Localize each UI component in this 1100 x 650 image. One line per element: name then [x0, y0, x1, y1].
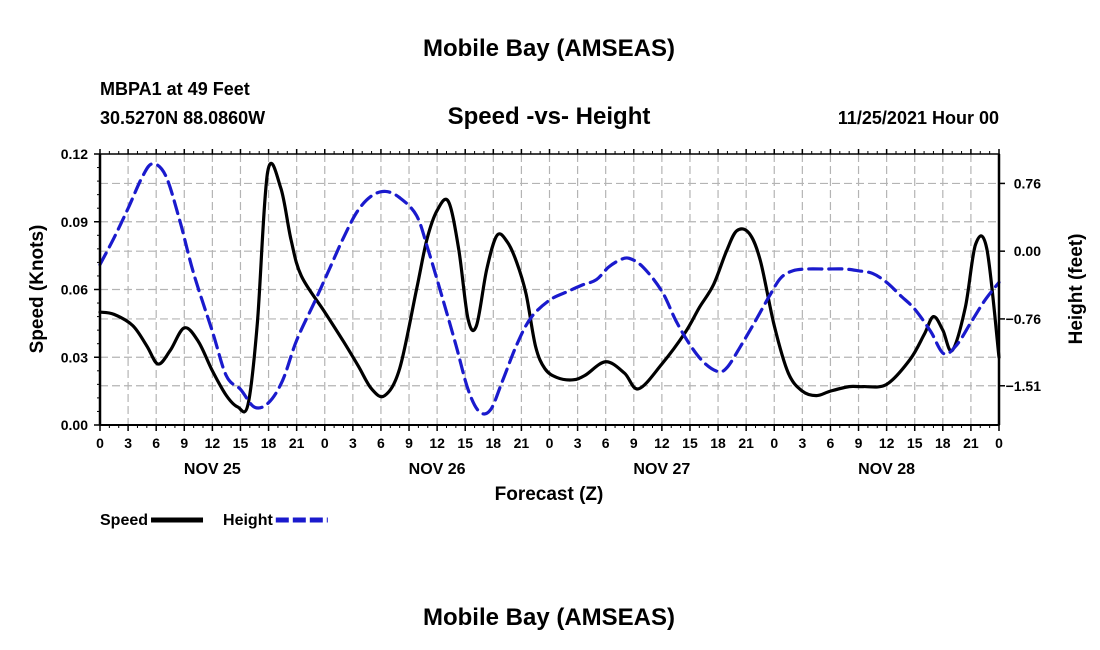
x-tick-label: 12 — [429, 435, 445, 451]
right-y-tick-label: 0.76 — [1014, 175, 1041, 191]
left-y-tick-label: 0.06 — [61, 282, 88, 298]
day-label: NOV 25 — [184, 461, 241, 478]
x-tick-label: 18 — [261, 435, 277, 451]
x-tick-label: 9 — [180, 435, 188, 451]
x-tick-label: 3 — [798, 435, 806, 451]
x-tick-label: 6 — [377, 435, 385, 451]
left-y-tick-label: 0.03 — [61, 349, 88, 365]
right-y-tick-label: 0.00 — [1014, 243, 1041, 259]
right-y-tick-label: −1.51 — [1006, 378, 1042, 394]
x-tick-label: 9 — [630, 435, 638, 451]
day-label: NOV 26 — [409, 461, 466, 478]
x-tick-label: 12 — [654, 435, 670, 451]
axes: 0 3 6 9 12 15 18 21 0 3 6 9 12 15 18 21 0 3 6 9 12 15 18 21 0 3 6 9… — [61, 146, 1041, 478]
height-legend-label: Height — [223, 512, 273, 529]
x-tick-label: 3 — [349, 435, 357, 451]
x-tick-label: 15 — [682, 435, 698, 451]
chart-subtitle: Speed -vs- Height — [448, 103, 651, 130]
forecast-timestamp: 11/25/2021 Hour 00 — [838, 108, 999, 128]
legend: Speed Height — [100, 512, 328, 529]
x-tick-label: 18 — [935, 435, 951, 451]
footer-title: Mobile Bay (AMSEAS) — [423, 604, 675, 631]
x-tick-label: 21 — [289, 435, 305, 451]
speed-series-line — [98, 161, 1001, 414]
x-tick-label: 21 — [514, 435, 530, 451]
x-tick-label: 6 — [152, 435, 160, 451]
x-tick-label: 18 — [486, 435, 502, 451]
x-tick-label: 9 — [855, 435, 863, 451]
x-axis-label: Forecast (Z) — [495, 484, 604, 505]
x-tick-label: 18 — [710, 435, 726, 451]
axis-labels: Forecast (Z) Speed (Knots) Height (feet) — [27, 225, 1087, 505]
station-coordinates: 30.5270N 88.0860W — [100, 108, 265, 128]
day-label: NOV 28 — [858, 461, 915, 478]
height-series-line — [98, 162, 1001, 416]
x-tick-label: 21 — [963, 435, 979, 451]
x-tick-label: 15 — [457, 435, 473, 451]
x-tick-label: 6 — [602, 435, 610, 451]
day-label: NOV 27 — [633, 461, 690, 478]
x-tick-label: 9 — [405, 435, 413, 451]
speed-legend-label: Speed — [100, 512, 148, 529]
chart-title: Mobile Bay (AMSEAS) — [423, 35, 675, 62]
x-tick-label: 15 — [233, 435, 249, 451]
station-name: MBPA1 at 49 Feet — [100, 79, 250, 99]
x-tick-label: 6 — [827, 435, 835, 451]
grid — [100, 154, 999, 425]
left-y-axis-label: Speed (Knots) — [27, 225, 48, 354]
chart-header: Mobile Bay (AMSEAS) MBPA1 at 49 Feet 30.… — [100, 35, 999, 130]
x-tick-label: 21 — [738, 435, 754, 451]
x-tick-label: 12 — [879, 435, 895, 451]
x-tick-label: 0 — [546, 435, 554, 451]
data-series — [98, 161, 1001, 416]
left-y-tick-label: 0.00 — [61, 417, 88, 433]
x-tick-label: 0 — [995, 435, 1003, 451]
x-tick-label: 15 — [907, 435, 923, 451]
x-tick-label: 3 — [124, 435, 132, 451]
right-y-axis-label: Height (feet) — [1066, 234, 1087, 345]
x-tick-label: 12 — [205, 435, 221, 451]
left-y-tick-label: 0.12 — [61, 146, 88, 162]
x-tick-label: 0 — [321, 435, 329, 451]
x-tick-label: 0 — [770, 435, 778, 451]
x-tick-label: 3 — [574, 435, 582, 451]
x-tick-label: 0 — [96, 435, 104, 451]
right-y-tick-label: −0.76 — [1006, 311, 1042, 327]
left-y-tick-label: 0.09 — [61, 214, 88, 230]
